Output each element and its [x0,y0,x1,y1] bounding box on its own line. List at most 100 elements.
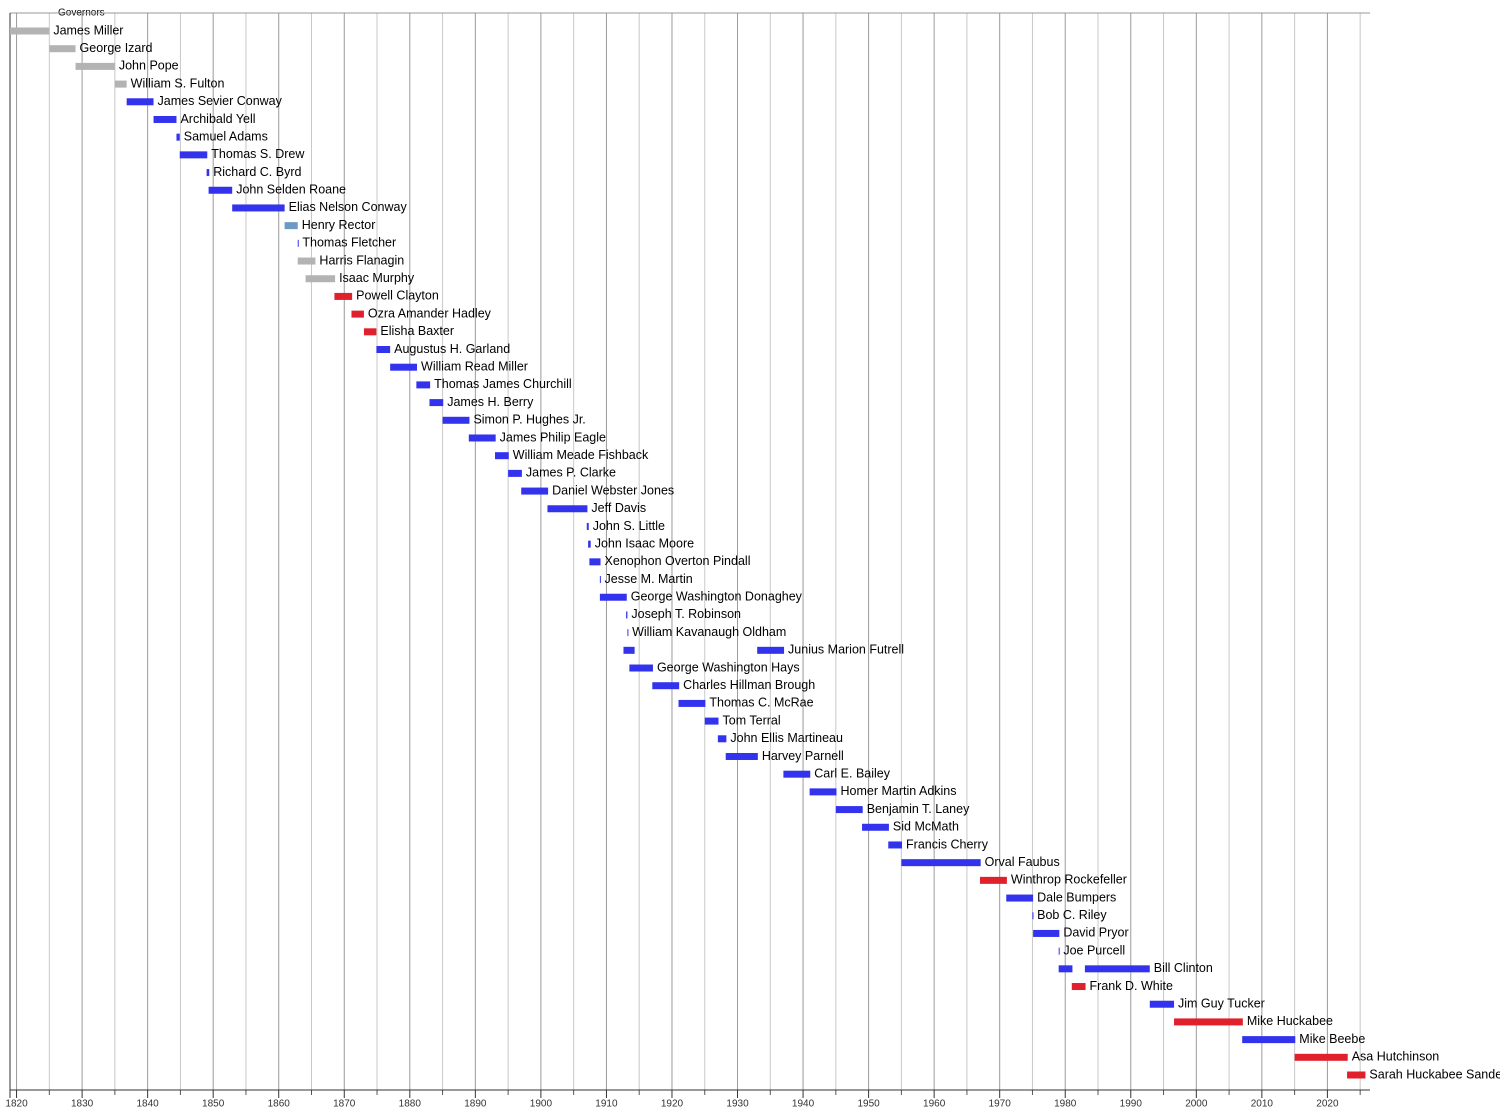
term-bar [835,806,863,814]
governor-label: Joe Purcell [1063,943,1125,957]
term-bar [429,399,444,407]
term-bar [10,27,50,35]
x-tick-label: 1970 [989,1099,1012,1110]
term-bar [416,381,431,389]
governor-label: Mike Beebe [1299,1032,1365,1046]
term-bar [599,593,627,601]
term-bar [980,876,1007,884]
term-bar [626,611,628,619]
term-bar [390,363,418,371]
governor-label: Winthrop Rockefeller [1011,873,1127,887]
term-bar [1033,929,1060,937]
term-bar [652,682,680,690]
term-bar [757,646,785,654]
governor-label: Junius Marion Futrell [788,643,904,657]
term-bar [725,752,758,760]
term-bar [1006,894,1034,902]
term-bar [363,328,377,336]
governor-label: George Washington Hays [657,660,800,674]
governor-label: Henry Rector [302,218,376,232]
governor-label: John Ellis Martineau [730,731,843,745]
term-bar [495,452,509,460]
governor-label: Samuel Adams [184,129,268,143]
term-bar [49,45,76,53]
governor-label: John Isaac Moore [595,536,694,550]
term-bar [176,133,180,141]
governor-label: William Read Miller [421,360,528,374]
governor-label: James H. Berry [447,395,534,409]
governor-label: Dale Bumpers [1037,890,1116,904]
x-tick-label: 1980 [1054,1099,1077,1110]
x-tick-label: 1950 [857,1099,880,1110]
governor-label: John S. Little [593,519,665,533]
governor-label: Sid McMath [893,820,959,834]
governor-label: Harris Flanagin [319,253,404,267]
term-bar [208,186,233,194]
x-tick-label: 1910 [595,1099,618,1110]
x-tick-label: 1890 [464,1099,487,1110]
term-bar [305,275,336,283]
governor-label: John Pope [119,59,179,73]
governor-label: Homer Martin Adkins [840,784,956,798]
term-bar [704,717,719,725]
term-bar [783,770,811,778]
governor-label: Joseph T. Robinson [631,607,741,621]
governor-label: Thomas S. Drew [211,147,305,161]
governor-label: Benjamin T. Laney [867,802,970,816]
term-bar [297,239,299,247]
term-bar [888,841,903,849]
governor-label: Powell Clayton [356,289,439,303]
governor-label: Bill Clinton [1154,961,1213,975]
governor-label: Frank D. White [1090,979,1173,993]
x-tick-label: 2000 [1185,1099,1208,1110]
x-tick-label: 1880 [399,1099,422,1110]
term-bar [1174,1018,1243,1026]
x-tick-label: 1900 [530,1099,553,1110]
term-bar [114,80,127,88]
term-bar [126,98,154,106]
governor-label: George Washington Donaghey [631,590,803,604]
governor-label: David Pryor [1063,926,1128,940]
x-tick-label: 1820 [5,1099,28,1110]
term-bar [153,115,177,123]
x-tick-label: 1940 [792,1099,815,1110]
term-bar [901,859,981,867]
governor-label: John Selden Roane [236,183,346,197]
term-bar [717,735,727,743]
x-tick-label: 1870 [333,1099,356,1110]
x-tick-label: 1830 [71,1099,94,1110]
x-tick-label: 1990 [1120,1099,1143,1110]
term-bar [1058,947,1060,955]
governor-label: Orval Faubus [985,855,1060,869]
x-tick-label: 1960 [923,1099,946,1110]
term-bar [1294,1053,1348,1061]
x-tick-label: 1930 [726,1099,749,1110]
governor-label: Xenophon Overton Pindall [605,554,751,568]
x-tick-label: 2010 [1251,1099,1274,1110]
governor-label: George Izard [80,41,153,55]
term-bar [206,169,210,177]
term-bar [809,788,837,796]
term-bar [442,416,470,424]
term-bar [599,576,601,584]
term-bar [1071,983,1086,991]
x-tick-label: 1850 [202,1099,225,1110]
governor-label: Jim Guy Tucker [1178,997,1265,1011]
governor-label: William Kavanaugh Oldham [632,625,786,639]
governor-label: Harvey Parnell [762,749,844,763]
term-bar [1149,1000,1175,1008]
governor-label: Richard C. Byrd [213,165,301,179]
term-bar [376,346,391,354]
term-bar [862,823,889,831]
governor-label: Charles Hillman Brough [683,678,815,692]
term-bar [334,292,353,300]
term-bar [589,558,601,566]
governor-label: Archibald Yell [180,112,255,126]
governor-label: Elisha Baxter [380,324,454,338]
term-bar [179,151,208,159]
governor-label: Augustus H. Garland [394,342,510,356]
governor-label: Thomas Fletcher [302,236,396,250]
governor-label: James Philip Eagle [500,430,606,444]
governor-label: Ozra Amander Hadley [368,306,492,320]
